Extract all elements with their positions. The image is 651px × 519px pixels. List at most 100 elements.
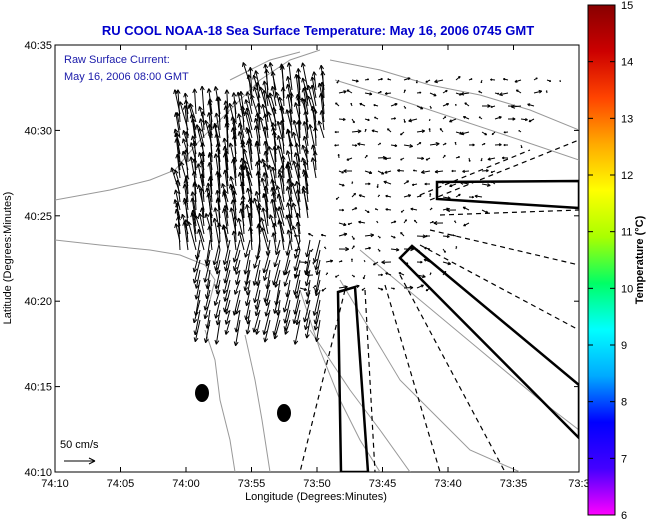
current-vector [520, 117, 528, 122]
current-vector [243, 239, 251, 258]
current-vector [203, 299, 211, 320]
current-vector [303, 299, 311, 323]
current-vector [192, 88, 198, 115]
current-vector [299, 260, 308, 265]
beam-southeast [398, 244, 579, 440]
current-vector [222, 169, 229, 195]
current-vector [242, 148, 253, 179]
x-tick-label: 73:50 [303, 478, 331, 490]
current-vector [264, 299, 271, 317]
current-vector [527, 103, 535, 107]
current-vector [285, 150, 293, 171]
current-vector [239, 164, 245, 195]
current-vector [338, 170, 344, 174]
current-vector [222, 188, 229, 219]
current-vector [216, 222, 222, 243]
colorbar-tick-label: 6 [621, 510, 627, 519]
current-vector [287, 213, 293, 243]
current-vector [416, 129, 426, 134]
current-vector [183, 179, 189, 203]
current-vector [292, 299, 301, 325]
x-tick-label: 73:3 [568, 478, 589, 490]
current-vector [240, 143, 246, 171]
current-vector [203, 259, 211, 283]
current-vector [286, 229, 293, 251]
current-vector [325, 272, 329, 276]
current-vector [203, 319, 211, 344]
radar-site-marker [195, 384, 209, 402]
current-vector [400, 131, 405, 136]
current-vector [424, 182, 431, 186]
current-vector [325, 259, 334, 263]
current-vector [318, 93, 325, 123]
coastline-south [204, 329, 236, 472]
current-vector [455, 193, 461, 198]
current-vector [262, 193, 269, 227]
current-vector [207, 162, 213, 187]
current-vector [255, 82, 261, 115]
y-tick-label: 40:30 [24, 125, 52, 137]
current-vector [288, 142, 294, 163]
current-vector [244, 299, 251, 321]
current-vector [425, 157, 431, 161]
current-vector [190, 212, 197, 243]
x-tick-label: 73:35 [500, 478, 528, 490]
current-vector [410, 207, 418, 211]
current-vector [199, 173, 205, 203]
current-vector [263, 113, 269, 139]
current-vector [364, 246, 371, 250]
current-vector [442, 261, 452, 266]
current-vector [263, 185, 269, 219]
current-vector [429, 92, 437, 97]
current-vector [304, 269, 311, 287]
current-vector [390, 117, 396, 120]
current-vector [197, 228, 205, 251]
map-content [55, 49, 579, 472]
current-vector [400, 157, 405, 161]
current-vector [192, 249, 201, 273]
current-vector [256, 223, 262, 251]
current-vector [232, 216, 238, 243]
y-tick-label: 40:25 [24, 211, 52, 223]
current-vector [311, 71, 317, 91]
beam-east [435, 179, 579, 210]
current-vector [364, 154, 368, 159]
current-vector [449, 183, 457, 188]
current-vector [300, 62, 309, 91]
current-vector [232, 249, 241, 271]
current-vector [499, 92, 509, 97]
current-vector [263, 319, 271, 343]
colorbar-tick-label: 15 [621, 0, 633, 12]
current-vector [222, 145, 229, 179]
current-vector [302, 172, 309, 203]
current-vector [236, 217, 245, 243]
current-vector [474, 194, 483, 198]
current-vector [387, 78, 392, 81]
current-vector [468, 195, 474, 199]
current-vector [429, 207, 433, 211]
current-vector [200, 151, 206, 179]
current-vector [312, 289, 321, 316]
current-vector [255, 112, 261, 147]
current-vector [494, 143, 502, 147]
current-vector [416, 234, 427, 239]
current-vector [415, 79, 418, 84]
current-vector [358, 194, 366, 198]
current-vector [364, 233, 375, 238]
current-vector [416, 156, 425, 161]
current-vector [221, 183, 229, 203]
current-vector [223, 279, 231, 302]
colorbar [587, 4, 616, 516]
y-tick-label: 40:10 [24, 467, 52, 479]
current-vector [296, 120, 302, 155]
current-vector [294, 142, 301, 171]
current-vector [434, 169, 444, 174]
current-vector [454, 141, 457, 146]
current-vector [390, 287, 395, 290]
current-vector [319, 110, 325, 131]
current-vector [460, 131, 470, 136]
x-axis-ticks: 74:10 74:05 74:00 73:55 73:50 73:45 73:40 73:35… [41, 45, 590, 490]
current-vector [397, 168, 405, 173]
current-vector [307, 273, 314, 277]
current-vector [183, 149, 189, 179]
